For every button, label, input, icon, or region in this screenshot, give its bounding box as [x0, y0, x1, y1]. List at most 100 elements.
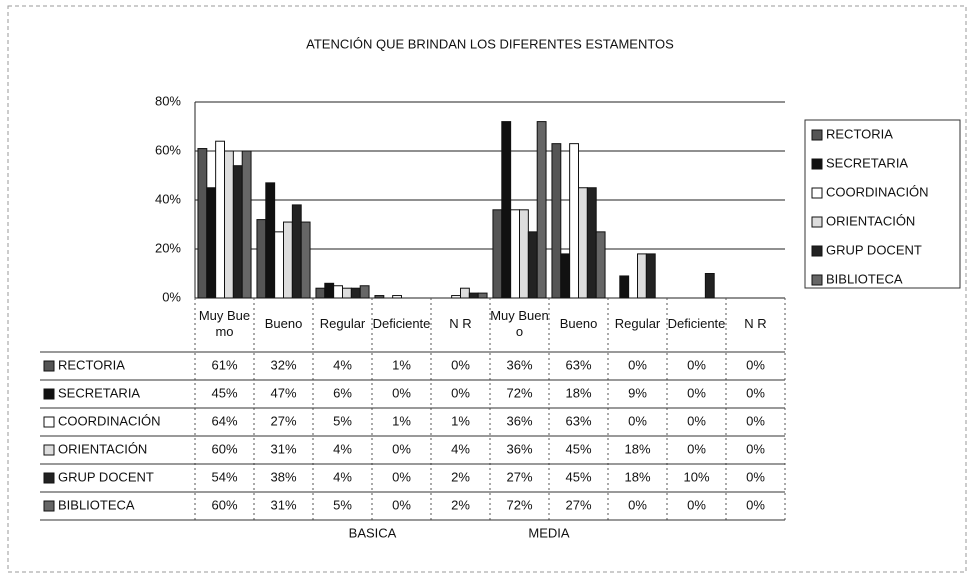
- table-cell: 2%: [451, 497, 470, 512]
- bar: [451, 295, 461, 299]
- legend-label: GRUP DOCENT: [826, 242, 922, 257]
- table-swatch: [43, 416, 55, 428]
- x-tick-label-box: Bueno: [265, 316, 303, 331]
- bar: [224, 150, 234, 299]
- bar: [392, 295, 402, 299]
- y-tick-label: 60%: [155, 142, 181, 157]
- bar: [468, 292, 479, 299]
- table-cell: 63%: [565, 357, 591, 372]
- table-row-label: BIBLIOTECA: [58, 497, 135, 512]
- bar: [350, 287, 361, 299]
- group-label: BASICA: [349, 525, 397, 540]
- x-tick-label: Muy Bueno: [490, 308, 549, 339]
- bar: [569, 143, 580, 299]
- table-cell: 0%: [392, 497, 411, 512]
- bar: [215, 140, 225, 299]
- table-cell: 0%: [746, 441, 765, 456]
- table-cell: 4%: [333, 357, 352, 372]
- table-cell: 0%: [746, 497, 765, 512]
- x-tick-label-box: Regular: [319, 316, 366, 331]
- bar: [551, 143, 562, 299]
- x-tick-label: Deficiente: [667, 316, 726, 331]
- table-cell: 45%: [565, 441, 591, 456]
- x-tick-label-box: N R: [744, 316, 766, 331]
- bar: [560, 253, 571, 299]
- table-cell: 1%: [392, 413, 411, 428]
- bar: [274, 231, 284, 299]
- bar: [256, 219, 267, 299]
- y-tick-label: 40%: [155, 191, 181, 206]
- x-tick-label: Muy Buemo: [198, 308, 251, 339]
- table-row-label: SECRETARIA: [58, 385, 140, 400]
- y-tick-label: 80%: [155, 93, 181, 108]
- table-cell: 2%: [451, 469, 470, 484]
- x-tick-label: Regular: [319, 316, 366, 331]
- table-cell: 27%: [506, 469, 532, 484]
- legend-label: ORIENTACIÓN: [826, 213, 915, 228]
- bar: [527, 231, 538, 299]
- x-tick-label: Bueno: [559, 316, 598, 331]
- table-cell: 0%: [746, 469, 765, 484]
- bar: [637, 253, 647, 299]
- table-cell: 0%: [746, 413, 765, 428]
- table-cell: 0%: [687, 441, 706, 456]
- x-tick-label-box: Regular: [614, 316, 661, 331]
- x-tick-label-box: Deficiente: [667, 316, 726, 331]
- bar: [232, 165, 243, 299]
- table-cell: 0%: [392, 385, 411, 400]
- group-label: MEDIA: [528, 525, 570, 540]
- table-cell: 0%: [628, 497, 647, 512]
- table-cell: 27%: [565, 497, 591, 512]
- table-row-label: GRUP DOCENT: [58, 469, 154, 484]
- x-tick-label-box: N R: [449, 316, 472, 331]
- bar: [619, 275, 630, 299]
- bar: [595, 231, 606, 299]
- bar: [324, 282, 335, 299]
- table-cell: 47%: [270, 385, 296, 400]
- table-cell: 54%: [211, 469, 237, 484]
- table-cell: 9%: [628, 385, 647, 400]
- bar: [197, 148, 208, 299]
- bar: [315, 287, 326, 299]
- x-tick-label: N R: [449, 316, 472, 331]
- y-tick-label: 0%: [162, 289, 181, 304]
- table-cell: 6%: [333, 385, 352, 400]
- table-cell: 4%: [333, 469, 352, 484]
- table-cell: 0%: [451, 357, 470, 372]
- table-cell: 1%: [451, 413, 470, 428]
- bar: [460, 287, 470, 299]
- legend-label: BIBLIOTECA: [826, 271, 903, 286]
- table-cell: 36%: [506, 357, 532, 372]
- legend-box: [804, 119, 961, 289]
- bar: [359, 285, 370, 299]
- table-cell: 0%: [451, 385, 470, 400]
- table-cell: 4%: [333, 441, 352, 456]
- table-cell: 38%: [270, 469, 296, 484]
- table-cell: 1%: [392, 357, 411, 372]
- table-cell: 0%: [687, 413, 706, 428]
- table-row-label: ORIENTACIÓN: [58, 441, 147, 456]
- bar: [283, 221, 293, 299]
- table-cell: 45%: [211, 385, 237, 400]
- frame: [7, 5, 967, 573]
- table-cell: 31%: [270, 441, 296, 456]
- bar: [536, 121, 547, 299]
- table-cell: 64%: [211, 413, 237, 428]
- bar: [492, 209, 503, 299]
- legend-swatch: [811, 245, 823, 257]
- table-swatch: [43, 360, 55, 372]
- legend-label: RECTORIA: [826, 126, 893, 141]
- table-cell: 45%: [565, 469, 591, 484]
- table-cell: 32%: [270, 357, 296, 372]
- bar: [342, 287, 352, 299]
- bar: [206, 187, 217, 299]
- legend-label: COORDINACIÓN: [826, 184, 929, 199]
- table-cell: 0%: [392, 469, 411, 484]
- table-cell: 0%: [687, 385, 706, 400]
- table-cell: 18%: [624, 469, 650, 484]
- bar: [501, 121, 512, 299]
- x-tick-label: Regular: [614, 316, 661, 331]
- table-swatch: [43, 500, 55, 512]
- table-cell: 0%: [746, 357, 765, 372]
